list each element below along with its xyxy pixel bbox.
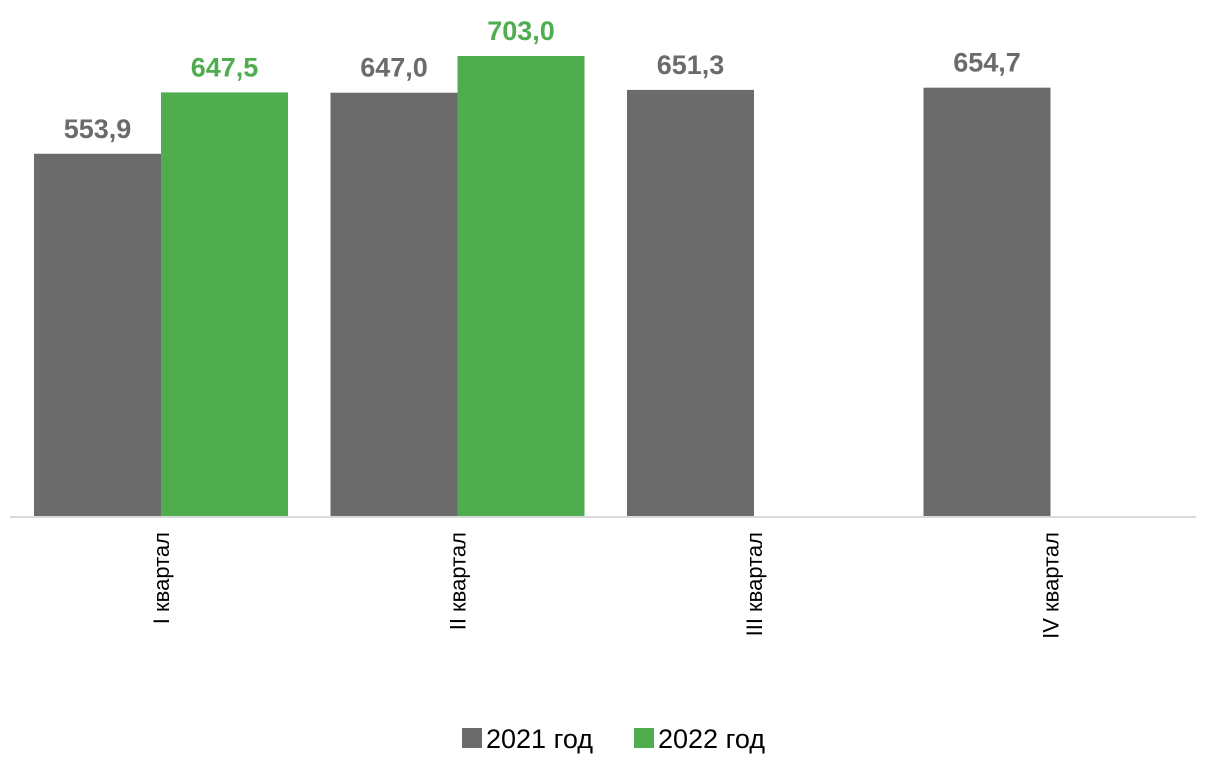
legend-swatch bbox=[462, 728, 482, 748]
bar-1-4 bbox=[923, 87, 1051, 518]
bars-layer bbox=[34, 56, 1051, 518]
category-axis-labels: I квартал II квартал III квартал IV квартал bbox=[149, 532, 1064, 639]
category-tick-label: II квартал bbox=[446, 532, 471, 630]
category-tick-label: I квартал bbox=[149, 532, 174, 624]
legend-label: 2021 год bbox=[486, 724, 593, 754]
data-label: 553,9 bbox=[64, 114, 132, 144]
legend-swatch bbox=[634, 728, 654, 748]
category-tick-label: IV квартал bbox=[1039, 532, 1064, 639]
data-label: 651,3 bbox=[657, 50, 725, 80]
category-tick-label: III квартал bbox=[742, 532, 767, 636]
bar-1-2 bbox=[330, 92, 458, 517]
value-labels-layer: 553,9 647,5 647,0 703,0 651,3 654,7 bbox=[64, 16, 1021, 144]
legend-label: 2022 год bbox=[658, 724, 765, 754]
bar-2-1 bbox=[161, 92, 288, 517]
data-label: 647,0 bbox=[360, 53, 428, 83]
bar-1-1 bbox=[34, 153, 161, 517]
bar-1-3 bbox=[627, 89, 754, 518]
data-label: 654,7 bbox=[953, 48, 1021, 78]
legend: 2021 год 2022 год bbox=[462, 724, 765, 754]
data-label: 647,5 bbox=[191, 52, 259, 82]
bar-2-2 bbox=[457, 56, 585, 517]
data-label: 703,0 bbox=[487, 16, 555, 46]
